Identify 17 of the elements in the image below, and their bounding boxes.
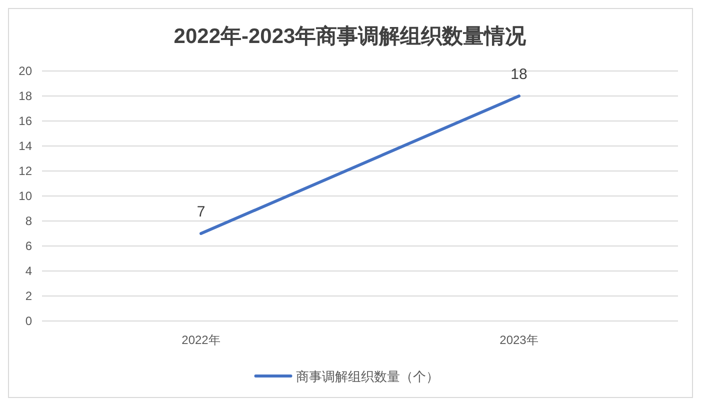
y-tick-label: 14 <box>18 139 32 153</box>
data-label: 18 <box>510 66 528 83</box>
y-tick-label: 18 <box>18 89 32 103</box>
y-tick-label: 0 <box>25 314 32 328</box>
chart-title: 2022年-2023年商事调解组织数量情况 <box>174 24 528 48</box>
x-tick-label: 2022年 <box>182 333 220 347</box>
x-tick-label: 2023年 <box>500 333 538 347</box>
legend-label: 商事调解组织数量（个） <box>296 369 439 384</box>
y-tick-label: 12 <box>18 164 32 178</box>
y-tick-label: 2 <box>25 289 32 303</box>
data-label: 7 <box>196 204 206 220</box>
y-tick-label: 16 <box>18 114 32 128</box>
y-tick-label: 20 <box>18 64 32 78</box>
y-tick-label: 6 <box>25 239 32 253</box>
y-tick-label: 4 <box>25 264 32 278</box>
y-tick-label: 8 <box>25 214 32 228</box>
y-tick-label: 10 <box>18 189 32 203</box>
